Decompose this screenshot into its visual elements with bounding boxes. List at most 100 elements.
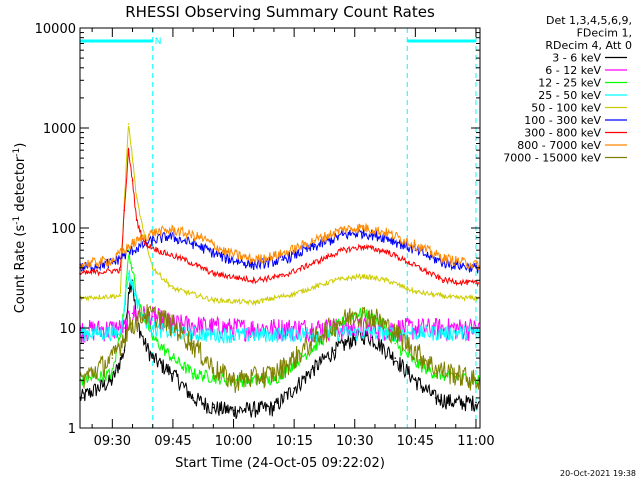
data-point (123, 349, 126, 352)
y-axis-label-mid: detector (13, 156, 28, 216)
data-point (131, 249, 134, 251)
data-point (232, 334, 235, 336)
y-tick-label: 1 (68, 422, 76, 437)
y-axis-label-sup1: -1 (12, 216, 22, 225)
data-point (111, 379, 114, 382)
series-layer (79, 123, 480, 419)
data-point (313, 345, 316, 348)
timestamp: 20-Oct-2021 19:38 (560, 469, 636, 478)
data-point (414, 243, 417, 246)
data-point (131, 157, 134, 159)
data-point (374, 315, 376, 318)
legend-entry-label: 3 - 6 keV (552, 52, 601, 65)
data-point (442, 257, 445, 259)
data-point (281, 259, 283, 261)
data-point (333, 349, 336, 352)
data-point (333, 323, 336, 325)
legend: Det 1,3,4,5,6,9,FDecim 1,RDecim 4, Att 0… (503, 14, 632, 165)
data-point (192, 372, 194, 375)
data-point (232, 327, 235, 329)
legend-entry-label: 25 - 50 keV (538, 89, 601, 102)
data-point (172, 331, 174, 334)
data-point (455, 372, 457, 375)
data-point (135, 219, 138, 221)
data-point (252, 259, 255, 261)
data-point (414, 361, 417, 364)
data-point (273, 406, 275, 409)
chart-title: RHESSI Observing Summary Count Rates (125, 3, 435, 21)
data-point (341, 228, 344, 231)
data-point (131, 179, 134, 182)
data-point (151, 336, 154, 339)
data-point (200, 236, 202, 239)
y-axis-label-end: ) (13, 143, 28, 148)
data-point (313, 239, 316, 242)
x-tick-label: 10:00 (215, 434, 252, 449)
data-point (442, 279, 445, 282)
data-point (172, 287, 174, 290)
series-line (79, 223, 480, 270)
y-tick-label: 10 (59, 322, 76, 337)
data-point (341, 249, 344, 251)
data-point (394, 331, 397, 334)
data-point (281, 275, 283, 277)
legend-entry-label: 12 - 25 keV (538, 77, 601, 90)
data-point (160, 250, 162, 253)
data-point (434, 372, 437, 375)
data-point (212, 272, 215, 275)
data-point (172, 357, 174, 359)
axes: 1 10 100 1000 10000 09:30 09:45 10:00 10:15 10:30… (35, 22, 495, 449)
data-point (184, 259, 186, 261)
night-label: N (155, 37, 162, 47)
legend-entry-label: 800 - 7000 keV (517, 139, 601, 152)
data-point (455, 297, 457, 299)
data-point (127, 249, 130, 251)
data-point (232, 409, 235, 412)
x-tick-label: 10:15 (275, 434, 312, 449)
legend-entry-label: 50 - 100 keV (531, 102, 601, 115)
y-tick-label: 10000 (35, 22, 76, 37)
x-tick-label: 09:45 (154, 434, 191, 449)
data-point (151, 327, 154, 329)
data-point (135, 197, 138, 199)
data-point (176, 327, 178, 329)
data-point (172, 229, 174, 231)
data-point (224, 257, 227, 259)
legend-header-line: RDecim 4, Att 0 (545, 39, 632, 52)
series-line (79, 147, 480, 288)
data-point (293, 357, 295, 359)
data-point (212, 299, 215, 301)
data-point (143, 312, 146, 315)
data-point (168, 235, 170, 237)
data-point (252, 301, 255, 304)
x-tick-label: 11:00 (457, 434, 494, 449)
data-point (151, 231, 154, 234)
data-point (353, 331, 356, 334)
data-point (386, 236, 388, 239)
data-point (123, 327, 126, 329)
data-point (434, 397, 437, 399)
x-tick-label: 09:30 (94, 434, 131, 449)
data-point (414, 264, 417, 267)
data-point (293, 293, 295, 295)
data-point (131, 242, 134, 245)
data-point (127, 287, 130, 290)
data-point (414, 291, 417, 293)
data-point (281, 253, 283, 255)
data-point (119, 331, 122, 334)
data-point (143, 242, 146, 245)
y-tick-label: 100 (51, 222, 76, 237)
legend-entry-label: 300 - 800 keV (524, 127, 601, 140)
data-point (111, 259, 114, 261)
data-point (212, 367, 215, 369)
data-point (362, 275, 364, 277)
data-point (127, 327, 130, 329)
data-point (192, 242, 194, 245)
x-tick-label: 10:30 (336, 434, 373, 449)
data-point (475, 282, 477, 285)
data-point (353, 336, 356, 339)
data-point (151, 267, 154, 269)
legend-entry-label: 6 - 12 keV (545, 64, 601, 77)
data-point (313, 245, 316, 248)
data-point (386, 279, 388, 282)
